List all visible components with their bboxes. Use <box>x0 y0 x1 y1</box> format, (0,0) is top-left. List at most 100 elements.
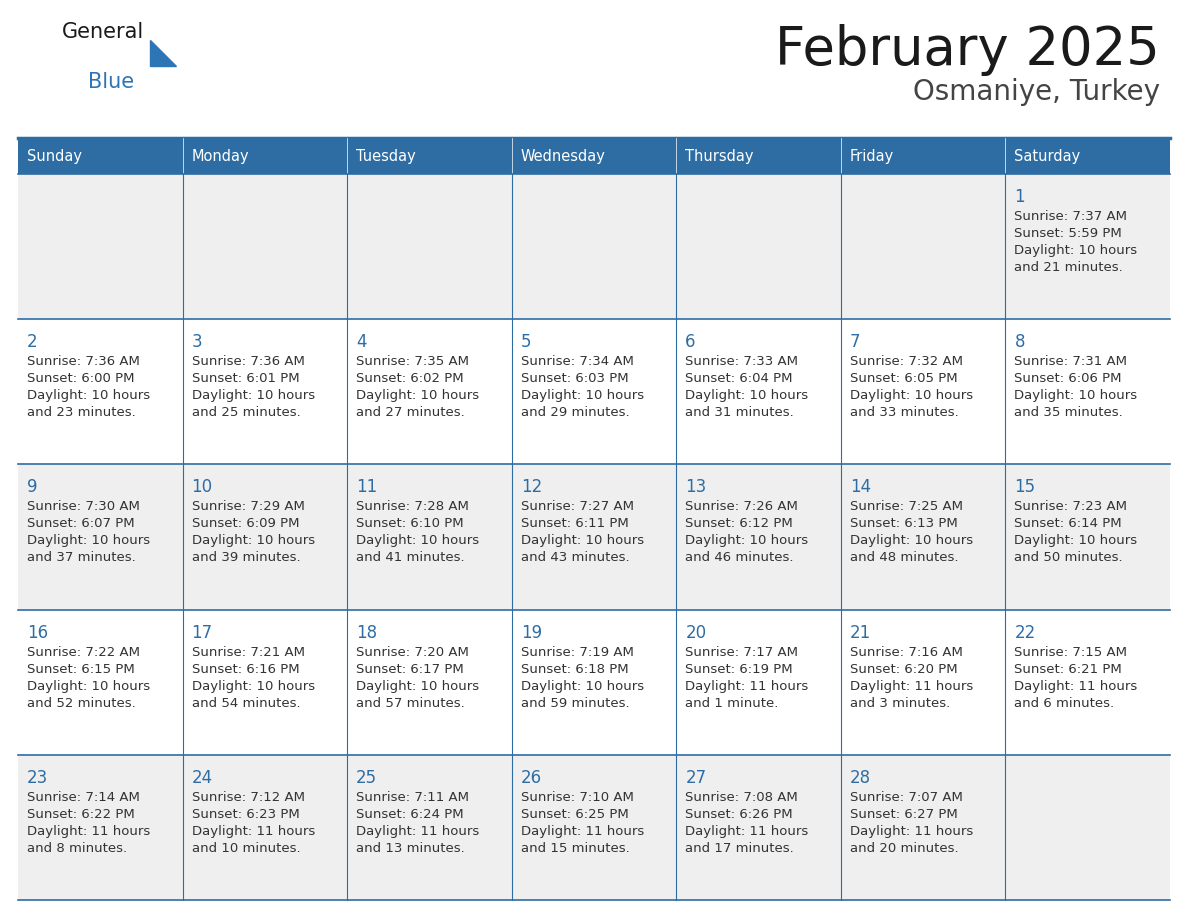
Text: Daylight: 10 hours: Daylight: 10 hours <box>685 534 808 547</box>
Bar <box>676 465 841 610</box>
Text: and 8 minutes.: and 8 minutes. <box>27 842 127 855</box>
Bar <box>183 138 347 174</box>
Bar <box>183 465 347 610</box>
Text: 22: 22 <box>1015 623 1036 642</box>
Text: 19: 19 <box>520 623 542 642</box>
Bar <box>1005 138 1170 174</box>
Text: Sunset: 6:16 PM: Sunset: 6:16 PM <box>191 663 299 676</box>
Text: Sunrise: 7:20 AM: Sunrise: 7:20 AM <box>356 645 469 658</box>
Text: Sunrise: 7:26 AM: Sunrise: 7:26 AM <box>685 500 798 513</box>
Bar <box>18 319 183 465</box>
Text: and 52 minutes.: and 52 minutes. <box>27 697 135 710</box>
Text: Friday: Friday <box>849 149 895 163</box>
Text: Osmaniye, Turkey: Osmaniye, Turkey <box>914 78 1159 106</box>
Text: Sunrise: 7:23 AM: Sunrise: 7:23 AM <box>1015 500 1127 513</box>
Bar <box>512 319 676 465</box>
Text: 20: 20 <box>685 623 707 642</box>
Text: Daylight: 10 hours: Daylight: 10 hours <box>1015 534 1138 547</box>
Text: Sunrise: 7:11 AM: Sunrise: 7:11 AM <box>356 790 469 804</box>
Bar <box>347 465 512 610</box>
Text: 23: 23 <box>27 768 49 787</box>
Text: Sunrise: 7:12 AM: Sunrise: 7:12 AM <box>191 790 304 804</box>
Text: and 48 minutes.: and 48 minutes. <box>849 552 959 565</box>
Text: 21: 21 <box>849 623 871 642</box>
Text: and 41 minutes.: and 41 minutes. <box>356 552 465 565</box>
Text: Sunset: 6:13 PM: Sunset: 6:13 PM <box>849 518 958 531</box>
Text: Sunrise: 7:21 AM: Sunrise: 7:21 AM <box>191 645 304 658</box>
Bar <box>1005 174 1170 319</box>
Bar <box>841 319 1005 465</box>
Text: Sunset: 6:22 PM: Sunset: 6:22 PM <box>27 808 134 821</box>
Bar <box>183 755 347 900</box>
Text: Sunrise: 7:32 AM: Sunrise: 7:32 AM <box>849 355 962 368</box>
Text: Daylight: 10 hours: Daylight: 10 hours <box>1015 244 1138 257</box>
Text: Daylight: 10 hours: Daylight: 10 hours <box>520 679 644 692</box>
Text: and 37 minutes.: and 37 minutes. <box>27 552 135 565</box>
Text: 25: 25 <box>356 768 378 787</box>
Text: Sunset: 6:01 PM: Sunset: 6:01 PM <box>191 372 299 386</box>
Text: and 43 minutes.: and 43 minutes. <box>520 552 630 565</box>
Text: Tuesday: Tuesday <box>356 149 416 163</box>
Text: Sunset: 6:02 PM: Sunset: 6:02 PM <box>356 372 463 386</box>
Text: Daylight: 11 hours: Daylight: 11 hours <box>520 824 644 838</box>
Text: Thursday: Thursday <box>685 149 753 163</box>
Text: Daylight: 10 hours: Daylight: 10 hours <box>520 389 644 402</box>
Text: Daylight: 11 hours: Daylight: 11 hours <box>356 824 480 838</box>
Text: Sunset: 6:14 PM: Sunset: 6:14 PM <box>1015 518 1121 531</box>
Text: Sunrise: 7:28 AM: Sunrise: 7:28 AM <box>356 500 469 513</box>
Bar <box>512 755 676 900</box>
Text: and 54 minutes.: and 54 minutes. <box>191 697 301 710</box>
Bar <box>1005 465 1170 610</box>
Bar <box>512 465 676 610</box>
Text: Daylight: 10 hours: Daylight: 10 hours <box>191 389 315 402</box>
Text: Daylight: 10 hours: Daylight: 10 hours <box>1015 389 1138 402</box>
Text: Daylight: 10 hours: Daylight: 10 hours <box>520 534 644 547</box>
Text: and 59 minutes.: and 59 minutes. <box>520 697 630 710</box>
Text: Daylight: 11 hours: Daylight: 11 hours <box>27 824 150 838</box>
Text: and 39 minutes.: and 39 minutes. <box>191 552 301 565</box>
Text: 14: 14 <box>849 478 871 497</box>
Text: Sunrise: 7:34 AM: Sunrise: 7:34 AM <box>520 355 633 368</box>
Bar <box>347 319 512 465</box>
Polygon shape <box>150 40 176 66</box>
Text: Sunrise: 7:19 AM: Sunrise: 7:19 AM <box>520 645 633 658</box>
Bar <box>676 319 841 465</box>
Text: Sunset: 6:21 PM: Sunset: 6:21 PM <box>1015 663 1123 676</box>
Text: Daylight: 10 hours: Daylight: 10 hours <box>27 534 150 547</box>
Bar <box>676 755 841 900</box>
Text: Daylight: 10 hours: Daylight: 10 hours <box>27 389 150 402</box>
Text: Sunrise: 7:07 AM: Sunrise: 7:07 AM <box>849 790 962 804</box>
Text: 17: 17 <box>191 623 213 642</box>
Text: Wednesday: Wednesday <box>520 149 606 163</box>
Text: Monday: Monday <box>191 149 249 163</box>
Bar <box>841 174 1005 319</box>
Text: Daylight: 10 hours: Daylight: 10 hours <box>356 389 479 402</box>
Text: Daylight: 10 hours: Daylight: 10 hours <box>356 534 479 547</box>
Text: Sunset: 6:11 PM: Sunset: 6:11 PM <box>520 518 628 531</box>
Text: Sunset: 6:23 PM: Sunset: 6:23 PM <box>191 808 299 821</box>
Text: Daylight: 10 hours: Daylight: 10 hours <box>191 679 315 692</box>
Bar <box>347 610 512 755</box>
Text: and 31 minutes.: and 31 minutes. <box>685 406 794 420</box>
Text: Daylight: 10 hours: Daylight: 10 hours <box>191 534 315 547</box>
Text: 18: 18 <box>356 623 378 642</box>
Text: 28: 28 <box>849 768 871 787</box>
Text: and 1 minute.: and 1 minute. <box>685 697 778 710</box>
Text: Sunrise: 7:30 AM: Sunrise: 7:30 AM <box>27 500 140 513</box>
Text: and 3 minutes.: and 3 minutes. <box>849 697 950 710</box>
Text: and 25 minutes.: and 25 minutes. <box>191 406 301 420</box>
Bar <box>676 610 841 755</box>
Text: and 20 minutes.: and 20 minutes. <box>849 842 959 855</box>
Text: Sunset: 6:06 PM: Sunset: 6:06 PM <box>1015 372 1121 386</box>
Text: 12: 12 <box>520 478 542 497</box>
Text: and 10 minutes.: and 10 minutes. <box>191 842 301 855</box>
Text: Daylight: 10 hours: Daylight: 10 hours <box>849 389 973 402</box>
Text: and 46 minutes.: and 46 minutes. <box>685 552 794 565</box>
Bar <box>18 465 183 610</box>
Text: Blue: Blue <box>88 72 134 92</box>
Bar <box>18 755 183 900</box>
Text: and 23 minutes.: and 23 minutes. <box>27 406 135 420</box>
Text: Daylight: 11 hours: Daylight: 11 hours <box>849 679 973 692</box>
Text: 2: 2 <box>27 333 38 352</box>
Text: February 2025: February 2025 <box>776 24 1159 76</box>
